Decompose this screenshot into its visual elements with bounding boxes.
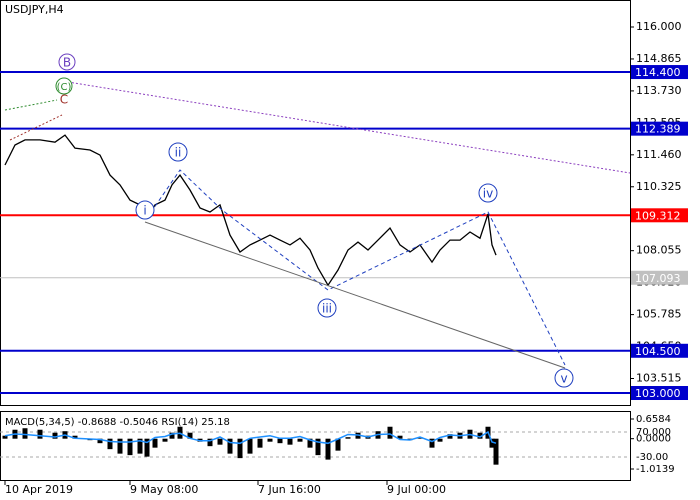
- wave-label: v: [560, 372, 567, 386]
- macd-bar: [297, 438, 303, 442]
- level-label: 103.000: [635, 387, 681, 400]
- wave-labels: B (C) C ii i iii iv v: [55, 53, 574, 388]
- y2-tick-label: 70.000: [636, 427, 671, 438]
- macd-bar: [489, 438, 495, 448]
- macd-bar: [477, 432, 483, 439]
- price-line: [4, 134, 497, 287]
- macd-bar: [429, 438, 435, 448]
- trend-line: [67, 81, 631, 174]
- indicator-panel: [0, 411, 631, 481]
- wave-label: iii: [322, 302, 332, 316]
- wave-circle: [55, 77, 73, 95]
- macd-bar: [207, 438, 213, 447]
- y-tick-label: 114.865: [636, 52, 682, 65]
- level-box: [631, 208, 688, 223]
- macd-bar: [267, 438, 273, 442]
- y-tick-label: 116.000: [636, 20, 682, 33]
- macd-bar: [144, 438, 150, 457]
- macd-bar: [107, 438, 113, 450]
- macd-bar: [187, 432, 193, 439]
- trend-line: [9, 114, 63, 141]
- wave-circle: [168, 142, 188, 162]
- y-tick-label: 111.460: [636, 148, 682, 161]
- y2-tick-label: -30.00: [636, 452, 668, 463]
- macd-bar: [227, 438, 233, 454]
- macd-bar: [447, 434, 453, 439]
- y-tick-label: 0.6584: [636, 414, 671, 425]
- macd-bar: [127, 438, 133, 456]
- macd-bar: [117, 438, 123, 454]
- macd-bar: [287, 438, 293, 445]
- wave-label: i: [143, 204, 146, 218]
- x-tick-label: 10 Apr 2019: [5, 483, 73, 496]
- macd-bar: [325, 438, 331, 460]
- macd-bar: [315, 438, 321, 456]
- macd-bar: [162, 438, 168, 442]
- y-tick-label: -1.0139: [636, 464, 675, 475]
- x-tick-label: 9 May 08:00: [130, 483, 198, 496]
- macd-bar: [277, 438, 283, 444]
- y-tick-label: 103.515: [636, 372, 682, 385]
- wave-label: (C): [57, 82, 72, 93]
- wave-label: iv: [483, 187, 493, 201]
- macd-bar: [397, 435, 403, 439]
- macd-bar: [493, 438, 499, 465]
- wave-label: B: [63, 56, 71, 70]
- y-tick-label: 108.055: [636, 244, 682, 257]
- level-label: 114.400: [635, 66, 681, 79]
- y-tick-label: 113.730: [636, 84, 682, 97]
- main-panel: [0, 0, 631, 406]
- level-label: 112.389: [635, 123, 681, 136]
- wave-circle: [58, 53, 76, 71]
- macd-bar: [217, 438, 223, 445]
- macd-bar: [345, 437, 351, 439]
- macd-bar: [237, 438, 243, 459]
- macd-bar: [387, 426, 393, 439]
- chart-title: USDJPY,H4: [5, 3, 64, 16]
- channel-line: [144, 221, 566, 369]
- level-box: [631, 65, 688, 80]
- macd-bar: [2, 435, 8, 439]
- wave-circle: [478, 183, 498, 203]
- level-label: 104.500: [635, 345, 681, 358]
- macd-bar: [417, 437, 423, 439]
- plot-layer: [0, 71, 630, 465]
- wave-circle: [554, 368, 574, 388]
- y-tick-label: 0.0000: [636, 434, 671, 445]
- macd-bar: [335, 438, 341, 451]
- macd-bar: [22, 428, 28, 439]
- macd-bar: [52, 432, 58, 439]
- x-tick-label: 9 Jul 00:00: [387, 483, 446, 496]
- macd-bar: [247, 438, 253, 454]
- level-box: [631, 270, 688, 285]
- wave-circle: [135, 200, 155, 220]
- level-label: 109.312: [635, 209, 681, 222]
- wave-line: [146, 169, 566, 366]
- macd-bar: [137, 438, 143, 454]
- macd-bar: [437, 438, 443, 442]
- y-tick-label: 110.325: [636, 180, 682, 193]
- level-box: [631, 343, 688, 358]
- level-label: 107.093: [635, 272, 681, 285]
- macd-bar: [97, 438, 103, 444]
- rsi-line: [4, 430, 497, 445]
- macd-bar: [72, 435, 78, 439]
- macd-bar: [169, 432, 175, 439]
- wave-label: ii: [175, 146, 182, 160]
- wave-label: C: [60, 93, 68, 107]
- level-box: [631, 386, 688, 401]
- wave-circle: [317, 298, 337, 318]
- macd-bar: [152, 438, 158, 448]
- macd-bar: [307, 438, 313, 448]
- macd-bar: [257, 438, 263, 448]
- trend-line: [4, 99, 58, 111]
- indicator-title: MACD(5,34,5) -0.8688 -0.5046 RSI(14) 25.…: [5, 417, 230, 428]
- level-box: [631, 121, 688, 136]
- y-tick-label: 105.785: [636, 308, 682, 321]
- x-tick-label: 7 Jun 16:00: [258, 483, 321, 496]
- macd-bar: [37, 429, 43, 439]
